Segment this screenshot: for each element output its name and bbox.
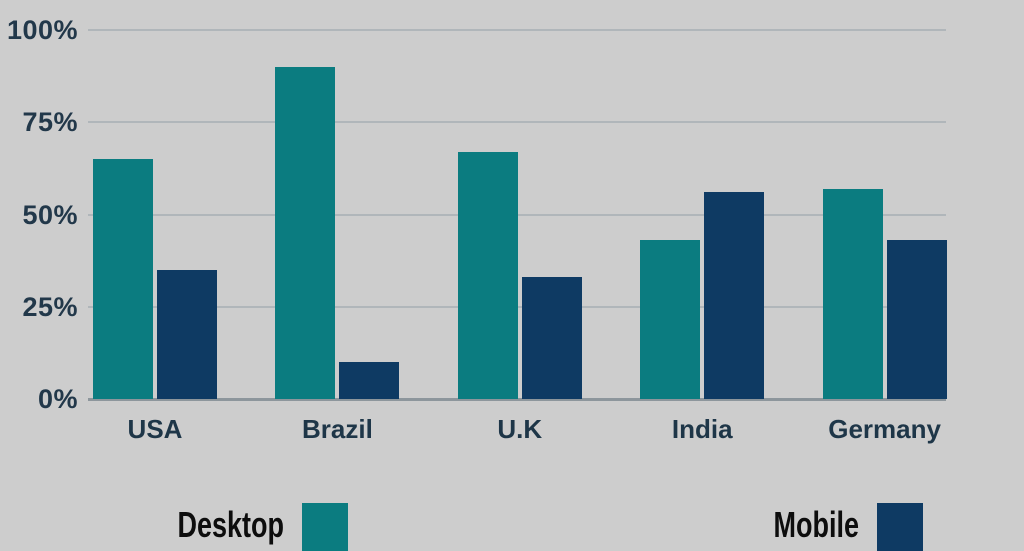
y-axis-tick-label-100: 100% [6,15,78,45]
bar-group-usa: USA [93,159,217,444]
bar-desktop-usa [93,159,153,399]
bar-group-uk: U.K [457,151,582,444]
legend-label-mobile: Mobile [773,504,860,545]
bar-group-germany: Germany [822,188,947,444]
gridline-75 [88,121,946,124]
x-axis-label-india: India [671,414,733,444]
bar-mobile-usa [157,269,217,399]
legend-item-desktop: Desktop [142,503,349,551]
x-axis-label-uk: U.K [497,414,543,444]
bar-mobile-india [704,192,765,399]
y-axis-tick-label-0: 0% [37,384,78,414]
y-axis-tick-label-25: 25% [22,291,78,322]
bar-desktop-brazil [275,66,336,399]
bar-mobile-germany [886,240,947,399]
bar-mobile-uk [521,277,582,399]
y-axis-tick-label-50: 50% [22,199,78,230]
legend-swatch-mobile [877,503,923,551]
bar-desktop-india [640,240,701,399]
x-axis-label-usa: USA [127,414,183,444]
bar-desktop-germany [822,188,883,399]
gridline-100 [88,29,946,31]
bar-group-india: India [640,192,765,444]
bar-mobile-brazil [339,362,400,399]
bar-group-brazil: Brazil [275,66,400,444]
y-axis-tick-label-75: 75% [22,107,78,138]
legend-swatch-desktop [302,503,349,551]
legend-label-desktop: Desktop [177,504,285,545]
bar-desktop-uk [457,151,518,399]
x-axis-label-germany: Germany [828,414,941,444]
legend-item-mobile: Mobile [745,503,923,551]
x-axis-label-brazil: Brazil [301,414,373,444]
x-axis-baseline [88,398,946,401]
bar-chart-plot-area: USA Brazil U.K India Germany [88,29,947,444]
